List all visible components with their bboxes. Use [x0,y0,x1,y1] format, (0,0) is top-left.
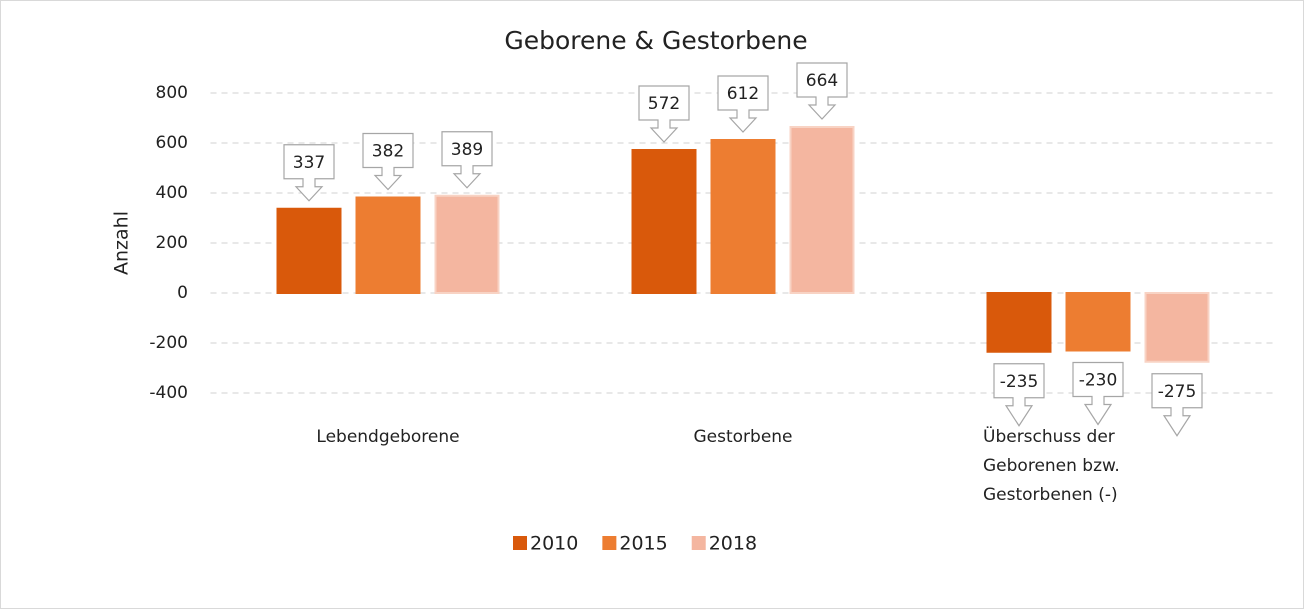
y-tick-label: -200 [149,333,188,353]
y-tick-label: 400 [156,183,188,203]
y-tick-label: 600 [156,133,188,153]
data-label: 382 [372,142,404,162]
x-tick-label-line: Geborenen bzw. [983,456,1120,476]
data-label-callout [796,62,848,120]
data-label-callout [283,144,335,202]
legend-label: 2010 [530,533,578,555]
data-label-callout [441,131,493,189]
data-label-callout [1151,373,1203,437]
x-tick-label-line: Gestorbenen (-) [983,485,1118,505]
x-tick-label: Lebendgeborene [316,427,459,447]
legend-swatch [602,536,617,550]
data-label: 572 [648,94,680,114]
bar [355,196,421,294]
legend-label: 2015 [619,533,667,555]
legend-label: 2018 [709,533,757,555]
data-label-callout [993,363,1045,427]
data-label: -235 [1000,372,1039,392]
data-label: 664 [806,71,838,91]
y-tick-label: 800 [156,83,188,103]
data-label-callout [717,75,769,133]
data-label: -275 [1158,382,1197,402]
bar [1065,292,1131,352]
y-tick-label: -400 [149,383,188,403]
legend-swatch [513,536,527,550]
data-label-callout [362,132,414,191]
legend-swatch [691,536,706,550]
y-tick-label: 0 [177,283,188,303]
data-label: 389 [451,140,483,160]
data-label: -230 [1079,371,1118,391]
bar [1144,292,1210,363]
data-label: 337 [293,153,325,173]
data-label-callout [1072,361,1124,426]
bar [986,292,1052,353]
x-tick-label: Überschuss der Geborenen bzw. Gestorbenen … [983,425,1120,505]
x-tick-label: Gestorbene [693,427,792,447]
bar [789,126,855,294]
bar [710,139,776,294]
y-tick-label: 200 [156,233,188,253]
bar [434,194,500,294]
bar [631,149,697,294]
data-label-callout [638,85,690,143]
data-label: 612 [727,84,759,104]
y-axis-label: Anzahl [111,211,133,275]
x-tick-label-line: Überschuss der [983,425,1115,447]
bar [276,207,342,294]
chart-title: Geborene & Gestorbene [504,26,807,55]
